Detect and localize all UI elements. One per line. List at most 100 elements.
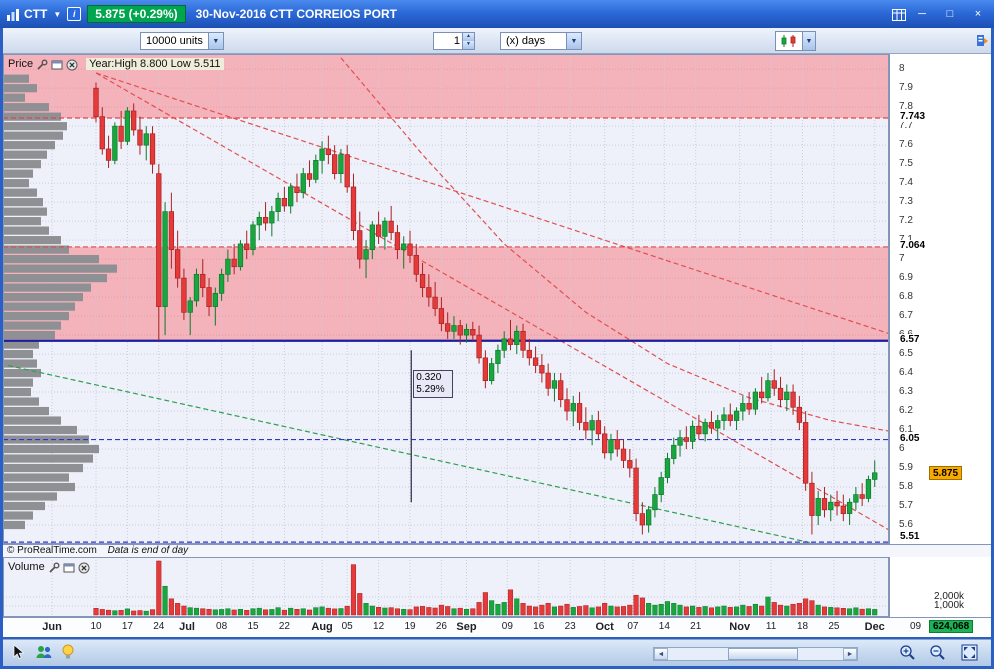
time-tick: 19: [404, 621, 416, 632]
time-tick: Dec: [864, 621, 885, 633]
time-tick: 15: [247, 621, 259, 632]
price-tick: 8: [899, 63, 905, 75]
chevron-down-icon[interactable]: ▼: [566, 33, 581, 49]
price-tick: 7.4: [899, 177, 913, 189]
last-price-badge: 5.875: [929, 466, 963, 480]
time-tick: 08: [216, 621, 228, 632]
time-tick: 26: [435, 621, 447, 632]
price-axis[interactable]: 8 7.9 7.8 7.7 7.6 7.5 7.4 7.3 7.2 7.1 7 6.9 6.8 6.7 6.…: [889, 54, 991, 617]
time-tick: Oct: [595, 621, 614, 633]
quotes-panel-icon[interactable]: [976, 33, 988, 46]
price-tick: 5.6: [899, 519, 913, 530]
time-tick: 09: [909, 621, 922, 632]
level-label: 5.51: [898, 531, 922, 542]
time-tick: Jul: [179, 621, 195, 633]
time-tick: 25: [828, 621, 840, 632]
time-tick: 12: [373, 621, 385, 632]
last-volume-badge: 624,068: [929, 620, 974, 633]
community-icon[interactable]: [35, 644, 53, 662]
units-select[interactable]: 10000 units ▼: [140, 32, 224, 50]
time-tick: 10: [90, 621, 102, 632]
spinner-up-icon[interactable]: ▲: [463, 33, 474, 41]
scrollbar-right-arrow[interactable]: ►: [843, 648, 857, 660]
measure-value: 0.320: [416, 372, 442, 384]
interval-stepper[interactable]: ▲ ▼: [433, 32, 475, 50]
chevron-down-icon[interactable]: ▼: [207, 33, 223, 49]
time-axis[interactable]: Jun 10 17 24 Jul 08 15 22 Aug 05 12 19 26 Sep 09 16 23 Oc…: [3, 617, 991, 637]
price-tick: 6.7: [899, 310, 913, 322]
time-tick: Nov: [729, 621, 751, 633]
price-tick: 7.1: [899, 234, 913, 245]
scrollbar-thumb[interactable]: [728, 648, 798, 660]
scrollbar-track[interactable]: [668, 648, 843, 660]
time-tick: 18: [796, 621, 809, 632]
spinner[interactable]: ▲ ▼: [462, 33, 474, 49]
time-tick: 05: [341, 621, 353, 632]
price-tick: 6.2: [899, 405, 913, 417]
spinner-down-icon[interactable]: ▼: [463, 41, 474, 49]
close-pane-icon[interactable]: [78, 561, 90, 574]
price-change-badge: 5.875 (+0.29%): [87, 5, 186, 23]
price-chart[interactable]: [3, 54, 889, 544]
time-tick: 22: [278, 621, 290, 632]
wrench-icon[interactable]: [48, 561, 60, 573]
level-label: 6.05: [898, 432, 922, 444]
fullscreen-button[interactable]: [961, 644, 979, 662]
title-bar: CTT ▼ i 5.875 (+0.29%) 30-Nov-2016 CTT C…: [0, 0, 994, 28]
volume-chart[interactable]: [3, 557, 889, 617]
interval-input[interactable]: [434, 33, 462, 49]
grid-view-icon[interactable]: [892, 8, 906, 21]
price-tick: 6.5: [899, 348, 913, 360]
price-tick: 7.3: [899, 196, 913, 208]
level-label: 6.57: [898, 333, 922, 345]
window-icon[interactable]: [51, 58, 63, 70]
volume-pane-header: Volume: [8, 561, 90, 574]
price-tick: 6.4: [899, 367, 913, 379]
app-icon: [6, 8, 19, 21]
time-tick: 09: [501, 621, 513, 632]
volume-tick: 2,000k: [934, 591, 965, 602]
price-tick: 6.1: [899, 424, 913, 436]
time-tick: 14: [658, 621, 670, 632]
level-label: 7.064: [898, 239, 928, 251]
zoom-in-button[interactable]: [899, 644, 917, 662]
time-tick: 24: [153, 621, 165, 632]
price-tick: 7: [899, 253, 905, 265]
timeframe-select-value: (x) days: [506, 35, 546, 47]
symbol-selector[interactable]: CTT: [24, 7, 48, 21]
time-tick: 23: [564, 621, 576, 632]
chart-type-button[interactable]: ▼: [775, 31, 816, 51]
close-button[interactable]: ×: [974, 8, 982, 20]
minimize-button[interactable]: ─: [918, 8, 926, 20]
chart-scrollbar[interactable]: ◄ ►: [653, 647, 858, 661]
time-tick: 21: [690, 621, 702, 632]
zoom-out-button[interactable]: [929, 644, 947, 662]
measure-percent: 5.29%: [416, 384, 445, 396]
level-label: 7.743: [898, 111, 928, 122]
close-pane-icon[interactable]: [66, 58, 78, 71]
price-tick: 7.8: [899, 101, 913, 113]
units-select-value: 10000 units: [146, 35, 203, 47]
chevron-down-icon[interactable]: ▼: [53, 9, 62, 19]
time-tick: 17: [121, 621, 133, 632]
data-note: Data is end of day: [107, 545, 189, 556]
info-icon[interactable]: i: [67, 7, 82, 21]
timeframe-select[interactable]: (x) days ▼: [500, 32, 582, 50]
price-tick: 7.2: [899, 215, 913, 227]
cursor-icon[interactable]: [11, 644, 29, 662]
scrollbar-left-arrow[interactable]: ◄: [654, 648, 668, 660]
wrench-icon[interactable]: [36, 58, 48, 70]
price-tick: 7.7: [899, 120, 913, 132]
measure-tooltip: 0.320 5.29%: [413, 370, 454, 399]
window-title: 30-Nov-2016 CTT CORREIOS PORT: [195, 7, 398, 21]
assistant-bulb-icon[interactable]: [61, 644, 79, 662]
price-pane-header: Price Year:High 8.800 Low 5.511: [8, 58, 224, 71]
status-bar: ◄ ►: [3, 639, 991, 666]
candlestick-icon[interactable]: [775, 31, 803, 51]
maximize-button[interactable]: □: [946, 8, 954, 20]
toolbar: 10000 units ▼ ▲ ▼ (x) days ▼ ▼: [3, 28, 991, 54]
window-icon[interactable]: [63, 561, 75, 573]
chevron-down-icon[interactable]: ▼: [803, 31, 816, 51]
price-tick: 5.7: [899, 500, 913, 511]
